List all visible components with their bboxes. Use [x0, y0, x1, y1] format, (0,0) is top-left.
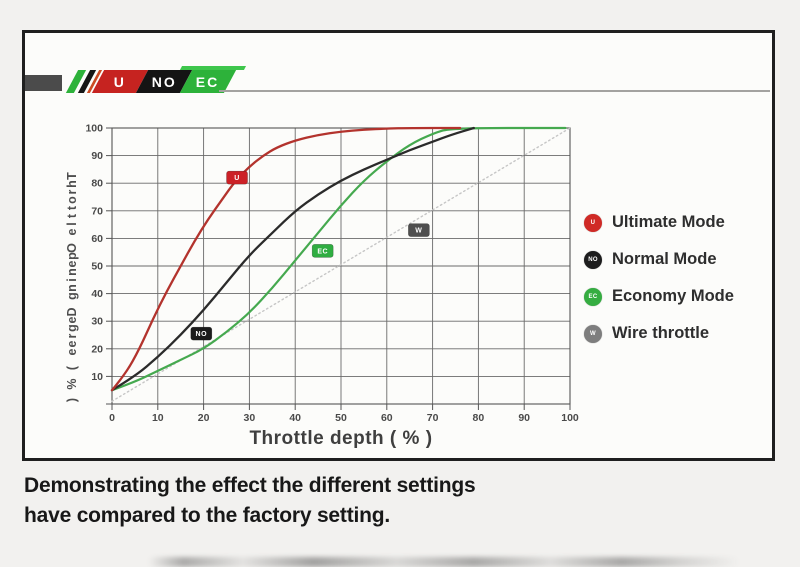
x-tick-label: 20 [198, 412, 210, 424]
brand-bar [25, 75, 62, 91]
brand-logo: U NO EC [25, 33, 772, 103]
brand-block-label: EC [196, 73, 220, 90]
curve-badge-label: W [415, 228, 422, 235]
legend-dot-icon: EC [584, 287, 602, 306]
banner-rule [219, 90, 770, 92]
legend: U Ultimate Mode NO Normal Mode EC Economy Mod… [584, 213, 734, 361]
y-tick-label: 50 [91, 261, 103, 273]
y-tick-label: 30 [91, 316, 103, 328]
x-tick-label: 70 [427, 412, 439, 424]
plot-border [111, 127, 571, 405]
x-tick-label: 90 [518, 412, 530, 424]
x-axis-title: Throttle depth ( % ) [249, 428, 433, 449]
legend-label: Wire throttle [612, 324, 710, 342]
y-tick-label: 40 [91, 288, 103, 300]
x-tick-label: 40 [289, 412, 301, 424]
curve-normal-mode [110, 126, 475, 392]
y-tick-label: 90 [91, 150, 103, 162]
bottom-artifact [148, 557, 740, 567]
curve-badge-label: U [234, 175, 240, 182]
legend-item: W Wire throttle [584, 324, 734, 343]
y-tick-label: 100 [85, 123, 103, 135]
curve-economy-mode [110, 126, 567, 392]
x-tick-label: 60 [381, 412, 393, 424]
y-tick-label: 60 [91, 233, 103, 245]
legend-dot-icon: W [584, 324, 602, 343]
x-tick-label: 10 [152, 412, 164, 424]
brand-block-label: U [113, 73, 127, 90]
x-tick-label: 80 [473, 412, 485, 424]
y-tick-label: 70 [91, 205, 103, 217]
legend-item: NO Normal Mode [584, 250, 734, 269]
y-tick-label: 10 [91, 371, 103, 383]
y-tick-label: 20 [91, 343, 103, 355]
y-tick-label: 80 [91, 178, 103, 190]
y-axis-title-char: ) [65, 397, 79, 403]
legend-dot-icon: NO [584, 250, 602, 269]
legend-label: Ultimate Mode [612, 213, 725, 231]
curve-badge-w [408, 223, 430, 237]
curve-badge-ec [311, 244, 334, 258]
legend-dot-icon: U [584, 213, 602, 232]
caption-line2: have compared to the factory setting. [24, 503, 391, 527]
caption-line1: Demonstrating the effect the different s… [24, 474, 476, 497]
curve-wire-throttle [111, 127, 571, 402]
brand-blocks: U NO EC [91, 70, 237, 93]
legend-label: Normal Mode [612, 250, 717, 268]
throttle-chart-svg: 0 10 20 30 40 50 60 70 80 90 100 10 20 30 40 50 60 70 80 90… [85, 123, 579, 425]
legend-item: U Ultimate Mode [584, 213, 734, 232]
legend-label: Economy Mode [612, 287, 734, 305]
legend-item: EC Economy Mode [584, 287, 734, 306]
brand-block-label: NO [151, 73, 177, 90]
x-tick-label: 30 [244, 412, 256, 424]
curve-badge-u [226, 170, 248, 185]
curve-badge-label: EC [317, 248, 328, 255]
curve-badge-label: NO [196, 331, 208, 338]
caption: Demonstrating the effect the different s… [24, 471, 476, 530]
curve-badge-no [190, 326, 213, 341]
x-tick-label: 100 [561, 412, 579, 424]
x-tick-label: 50 [335, 412, 347, 424]
x-tick-label: 0 [109, 412, 115, 424]
